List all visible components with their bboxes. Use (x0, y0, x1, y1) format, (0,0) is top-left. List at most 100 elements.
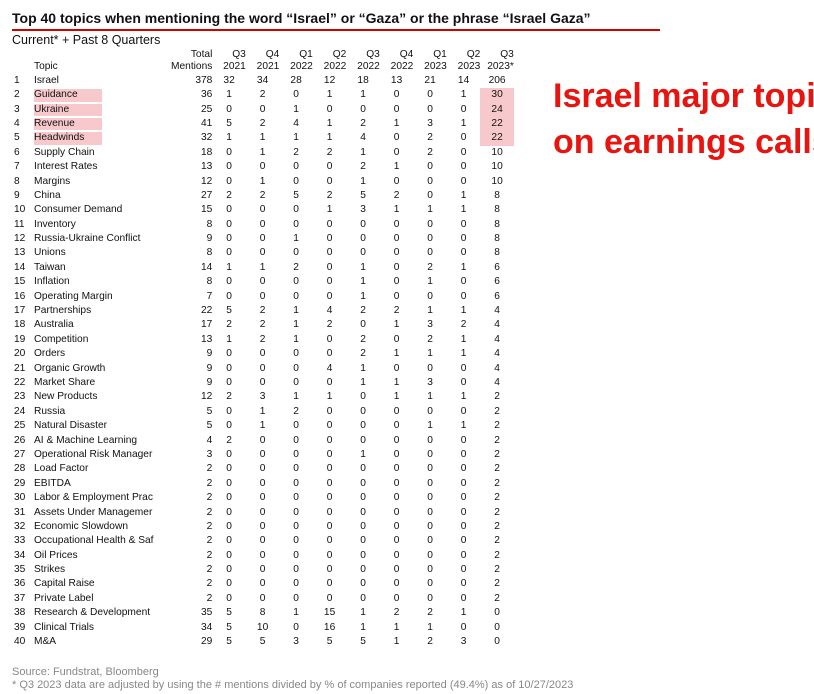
row-topic-label: M&A (34, 636, 57, 648)
row-quarter-value: 2 (494, 477, 500, 489)
row-topic: Research & Development (34, 606, 171, 620)
row-quarter-value: 2 (226, 434, 232, 446)
table-row: 34 Oil Prices 2 0 0 0 0 0 0 0 0 2 (14, 549, 514, 563)
row-quarter-value: 0 (393, 564, 400, 576)
row-quarter-value: 0 (427, 89, 433, 101)
row-quarter-value: 0 (427, 578, 433, 590)
row-quarter-value: 0 (326, 463, 333, 475)
row-quarter-value: 0 (226, 290, 232, 302)
row-quarter-value: 1 (460, 89, 467, 101)
row-total-mentions: 3 (206, 448, 213, 460)
row-quarter-value: 0 (226, 535, 232, 547)
row-quarter-value: 1 (460, 261, 467, 273)
row-quarter-value: 1 (360, 621, 366, 633)
row-quarter-value: 0 (259, 377, 266, 388)
row-quarter-value: 8 (259, 607, 266, 619)
row-quarter-value: 0 (293, 578, 299, 590)
row-quarter-value: 2 (427, 607, 433, 619)
table-row: 17 Partnerships 22 5 2 1 4 2 2 1 1 4 (14, 304, 514, 318)
row-quarter-value: 0 (460, 132, 467, 144)
row-quarter-value: 1 (427, 621, 433, 633)
row-quarter-value: 0 (393, 592, 400, 604)
row-quarter-value: 1 (259, 132, 266, 144)
row-quarter-value: 2 (259, 89, 266, 101)
row-total-mentions: 5 (206, 420, 213, 432)
row-quarter-value: 0 (226, 549, 232, 561)
row-quarter-value: 0 (360, 319, 366, 331)
quarter-header: Q1 2022 (290, 49, 313, 73)
row-quarter-value: 1 (226, 333, 232, 345)
row-quarter-value: 4 (494, 333, 500, 345)
row-quarter-value: 0 (259, 204, 266, 216)
row-quarter-value: 0 (393, 290, 400, 302)
row-quarter-value: 1 (360, 290, 366, 302)
row-topic-label: Occupational Health & Saf (34, 535, 154, 547)
row-quarter-value: 0 (460, 549, 467, 561)
row-total-mentions: 9 (206, 348, 213, 360)
row-quarter-value: 0 (293, 348, 299, 360)
row-quarter-value: 0 (427, 520, 433, 532)
row-quarter-value: 0 (293, 564, 299, 576)
row-topic: Load Factor (34, 462, 171, 476)
row-quarter-value: 0 (293, 506, 299, 518)
row-total-mentions: 14 (201, 261, 213, 273)
row-quarter-value: 0 (293, 549, 299, 561)
row-rank: 22 (14, 377, 26, 388)
row-quarter-value: 2 (427, 261, 433, 273)
row-total-mentions: 13 (201, 161, 213, 173)
row-quarter-value: 1 (393, 377, 400, 388)
row-topic-label: Natural Disaster (34, 420, 108, 432)
row-quarter-value: 1 (360, 175, 366, 187)
row-quarter-value: 0 (326, 276, 333, 288)
row-total-mentions: 2 (206, 564, 213, 576)
row-quarter-value: 5 (226, 305, 232, 317)
row-quarter-value: 1 (460, 348, 467, 360)
row-quarter-value: 4 (360, 132, 366, 144)
row-quarter-value: 2 (326, 319, 333, 331)
row-quarter-value: 0 (360, 391, 366, 403)
row-quarter-value: 2 (293, 146, 299, 158)
row-quarter-value: 6 (494, 261, 500, 273)
row-quarter-value: 1 (259, 146, 266, 158)
row-quarter-value: 0 (393, 434, 400, 446)
row-quarter-value: 0 (393, 132, 400, 144)
row-topic-label: New Products (34, 391, 98, 403)
row-total-mentions: 13 (201, 333, 213, 345)
row-quarter-value: 2 (226, 319, 232, 331)
row-quarter-value: 5 (226, 607, 232, 619)
quarter-header: Q3 2021 (223, 49, 246, 73)
row-quarter-value: 0 (326, 420, 333, 432)
row-quarter-value: 0 (460, 405, 467, 417)
row-quarter-value: 2 (326, 146, 333, 158)
row-quarter-value: 0 (393, 276, 400, 288)
row-topic: Headwinds (34, 131, 171, 145)
row-quarter-value: 0 (326, 448, 333, 460)
row-rank: 25 (14, 420, 26, 432)
row-quarter-value: 1 (293, 103, 299, 115)
row-topic: China (34, 189, 171, 203)
row-quarter-value: 0 (460, 477, 467, 489)
row-quarter-value: 10 (491, 175, 503, 187)
table-row: 25 Natural Disaster 5 0 1 0 0 0 0 1 1 2 (14, 419, 514, 433)
row-quarter-value: 1 (393, 391, 400, 403)
row-quarter-value: 0 (326, 592, 333, 604)
row-quarter-value: 0 (293, 362, 299, 374)
row-total-mentions: 8 (206, 247, 213, 259)
row-quarter-value: 0 (293, 247, 299, 259)
row-quarter-value: 0 (226, 348, 232, 360)
row-quarter-value: 1 (259, 420, 266, 432)
row-topic-label: Assets Under Managemer (34, 506, 153, 518)
row-rank: 28 (14, 463, 26, 475)
row-total-mentions: 7 (206, 290, 213, 302)
row-topic: Organic Growth (34, 362, 171, 376)
row-quarter-value: 1 (293, 305, 299, 317)
row-quarter-value: 1 (460, 305, 467, 317)
row-topic: Ukraine (34, 103, 171, 117)
row-quarter-value: 1 (326, 391, 333, 403)
topics-table: Topic Total Mentions Q3 2021 Q4 2021 Q1 202… (14, 49, 514, 649)
row-quarter-value: 0 (293, 377, 299, 388)
row-quarter-value: 1 (460, 117, 467, 129)
table-row: 18 Australia 17 2 2 1 2 0 1 3 2 4 (14, 318, 514, 332)
row-quarter-value: 1 (293, 607, 299, 619)
row-quarter-value: 0 (360, 477, 366, 489)
